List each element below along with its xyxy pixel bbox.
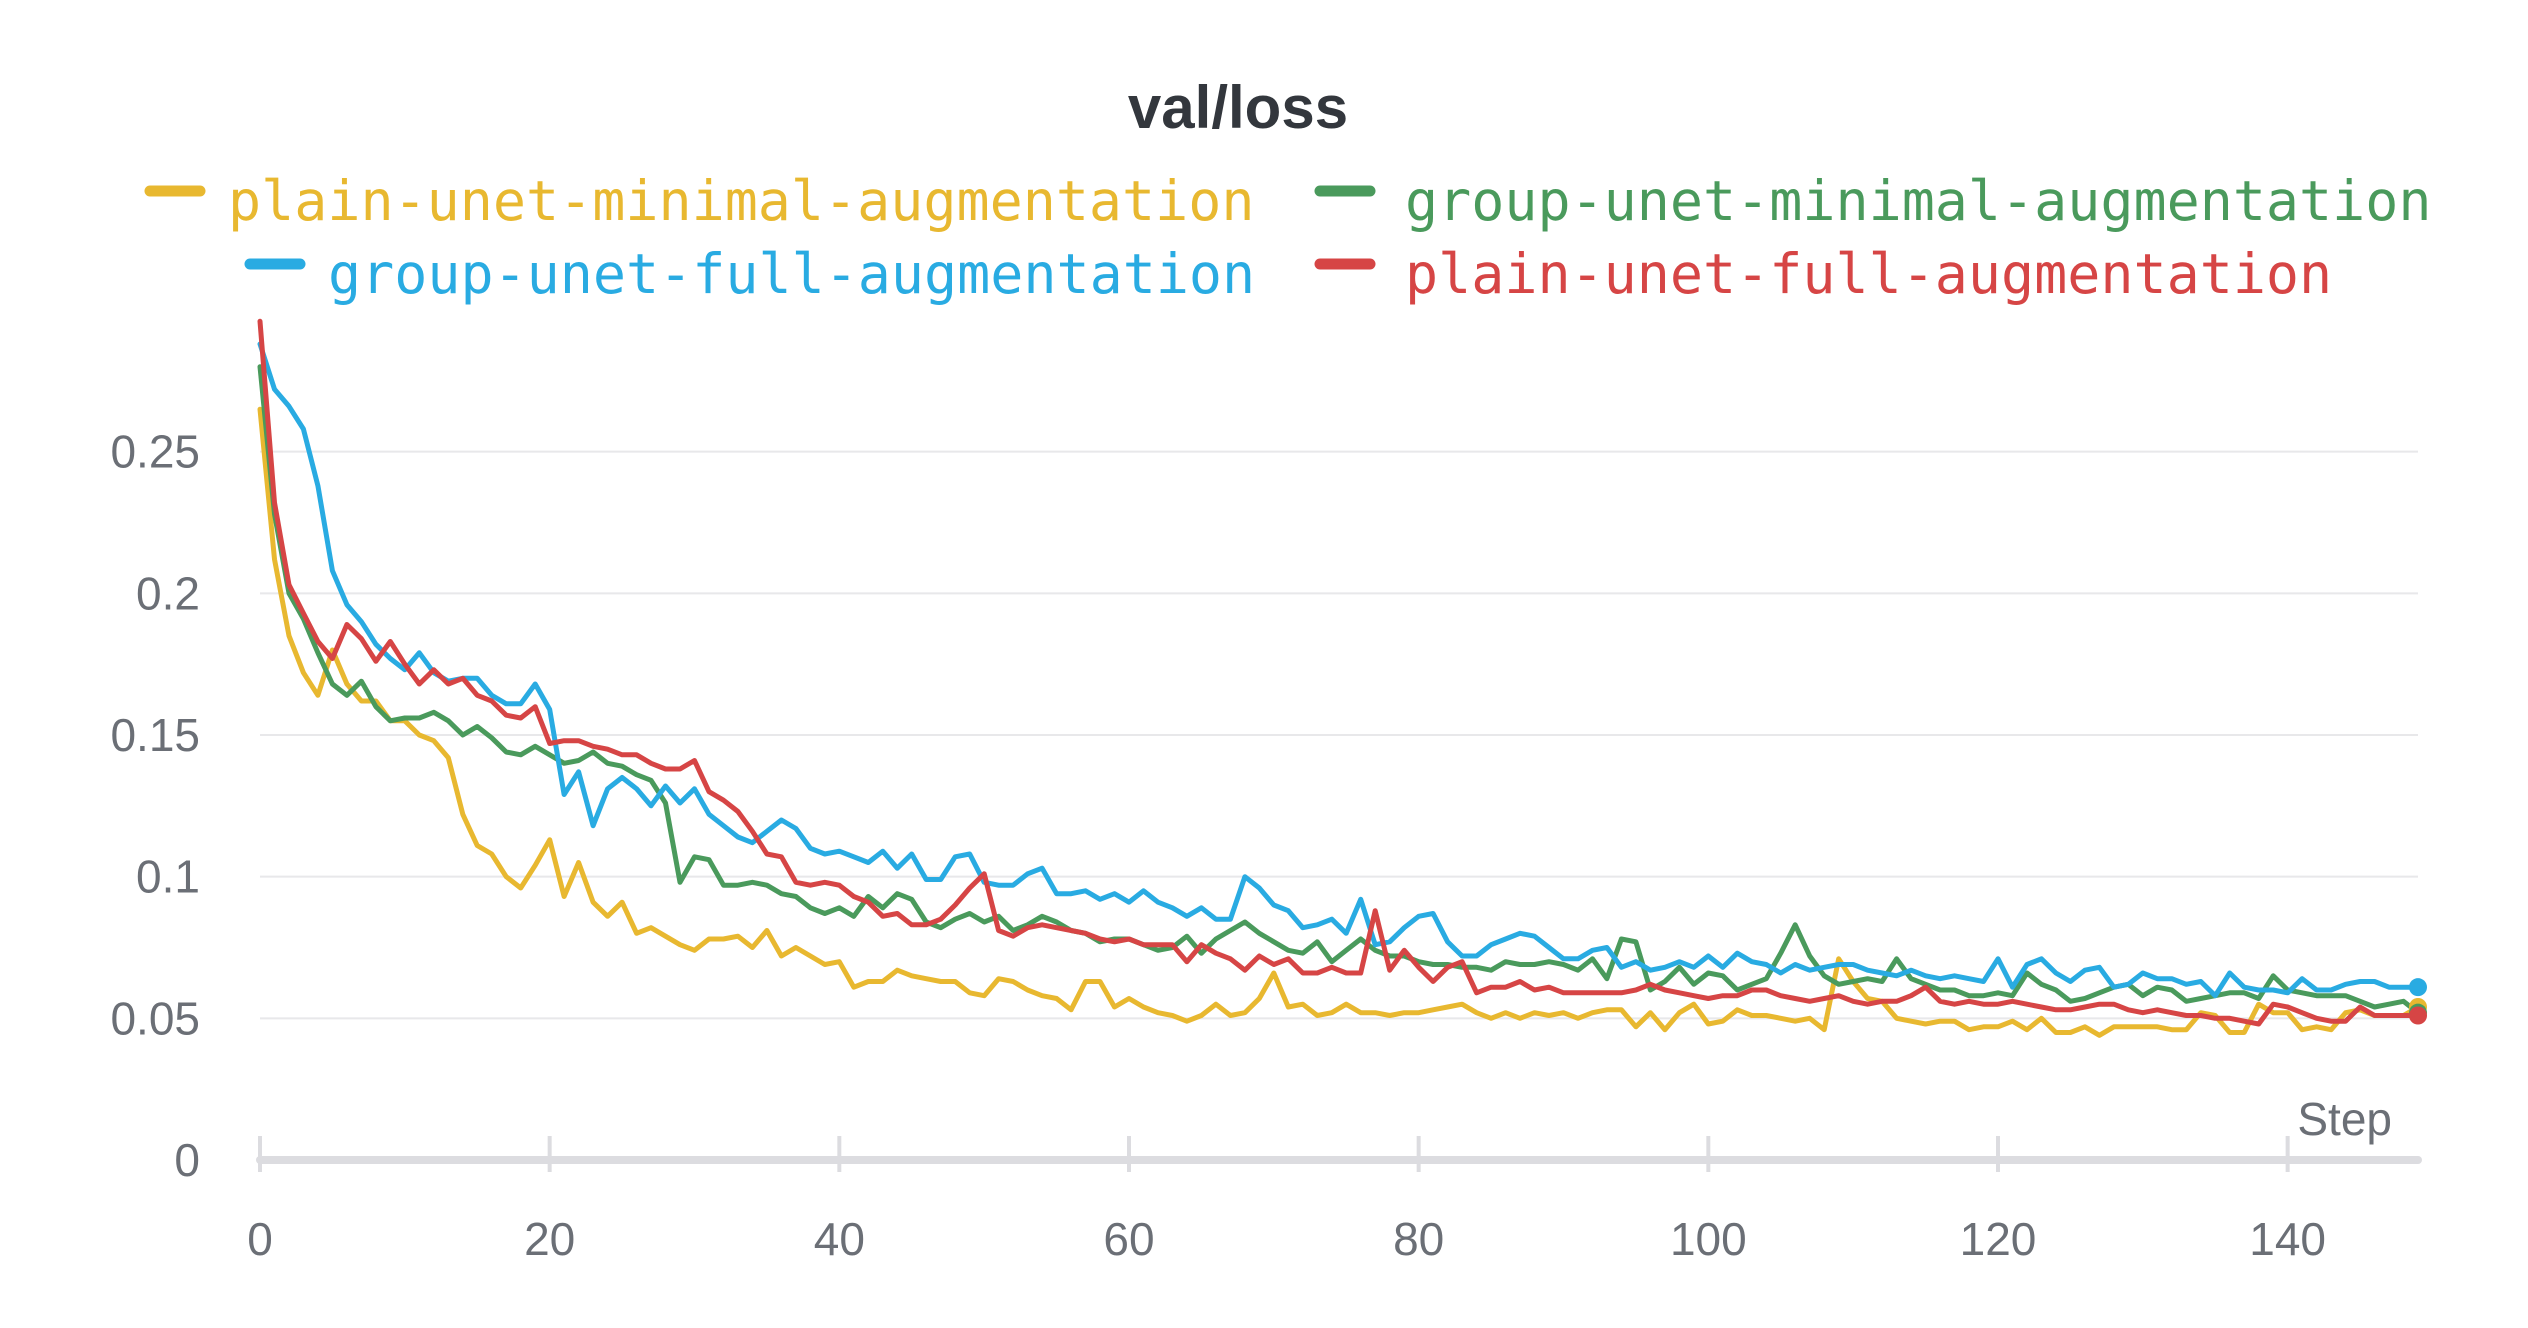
chart-title: val/loss xyxy=(1128,74,1348,141)
series-endpoints xyxy=(2409,978,2427,1025)
x-tick-label: 80 xyxy=(1393,1213,1444,1265)
legend-label: group-unet-minimal-augmentation xyxy=(1405,169,2432,233)
legend: plain-unet-minimal-augmentation group-une… xyxy=(144,169,2432,306)
grid xyxy=(260,450,2418,1020)
x-tick-label: 20 xyxy=(524,1213,575,1265)
x-axis-label: Step xyxy=(2297,1093,2392,1145)
legend-label: plain-unet-full-augmentation xyxy=(1405,242,2332,306)
series-endpoint-group-unet-full-augmentation xyxy=(2409,978,2427,997)
series-lines xyxy=(257,318,2421,1038)
series-line-group-unet-minimal-augmentation xyxy=(257,364,2421,1016)
y-tick-label: 0.2 xyxy=(136,567,200,619)
x-tick-label: 100 xyxy=(1670,1213,1747,1265)
y-tick-label: 0.25 xyxy=(110,426,200,478)
x-tick-label: 60 xyxy=(1103,1213,1154,1265)
y-axis-ticks: 0 0.05 0.1 0.15 0.2 0.25 xyxy=(110,426,200,1186)
series-line-plain-unet-full-augmentation xyxy=(257,318,2421,1027)
x-tick-label: 120 xyxy=(1960,1213,2037,1265)
y-tick-label: 0.05 xyxy=(110,992,200,1044)
y-tick-label: 0.15 xyxy=(110,709,200,761)
series-line-group-unet-full-augmentation xyxy=(257,341,2421,999)
series-endpoint-plain-unet-full-augmentation xyxy=(2409,1006,2427,1025)
series-line-plain-unet-minimal-augmentation xyxy=(257,406,2421,1038)
legend-label: plain-unet-minimal-augmentation xyxy=(228,169,1255,233)
x-tick-label: 140 xyxy=(2249,1213,2326,1265)
x-tick-label: 0 xyxy=(247,1213,273,1265)
y-tick-label: 0 xyxy=(174,1134,200,1186)
legend-label: group-unet-full-augmentation xyxy=(328,242,1255,306)
y-tick-label: 0.1 xyxy=(136,851,200,903)
x-axis-ticks: 0 20 40 60 80 100 120 140 xyxy=(247,1136,2326,1265)
x-tick-label: 40 xyxy=(814,1213,865,1265)
